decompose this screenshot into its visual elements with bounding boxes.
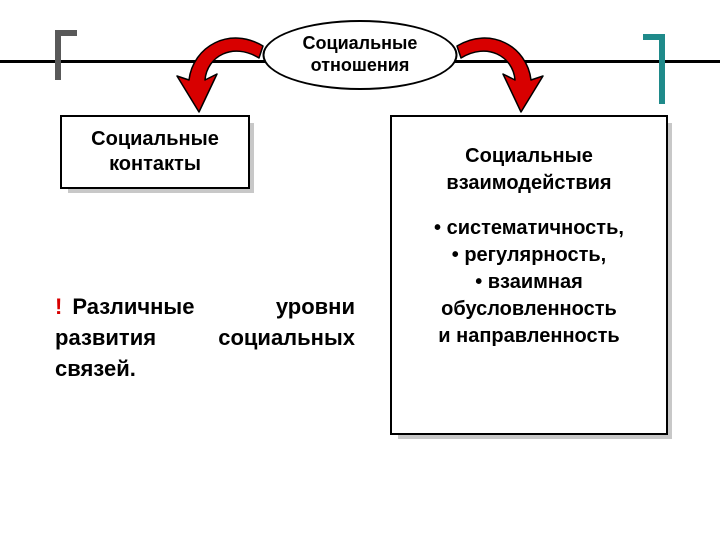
box-left-line1: Социальные — [91, 128, 219, 150]
exclamation-icon: ! — [55, 294, 62, 319]
box-interactions: Социальные взаимодействия систематичност… — [390, 115, 668, 435]
list-item: систематичность, — [408, 215, 650, 242]
box-right-title1: Социальные — [465, 145, 593, 167]
list-item: взаимная — [408, 269, 650, 296]
box-right-list: систематичность, регулярность, взаимная — [408, 215, 650, 296]
note-body: Различные уровни развития социальных свя… — [55, 294, 355, 381]
box-right-title2: взаимодействия — [446, 172, 611, 194]
list-item: регулярность, — [408, 242, 650, 269]
box-right-tail2: и направленность — [408, 323, 650, 350]
box-left-line2: контакты — [109, 153, 201, 175]
box-right-tail1: обусловленность — [408, 296, 650, 323]
ellipse-root: Социальные отношения — [263, 20, 458, 90]
note-text: !Различные уровни развития социальных св… — [55, 292, 355, 384]
bracket-left — [55, 30, 77, 80]
ellipse-line2: отношения — [311, 55, 410, 75]
ellipse-line1: Социальные — [303, 33, 418, 53]
bracket-right — [643, 34, 665, 104]
